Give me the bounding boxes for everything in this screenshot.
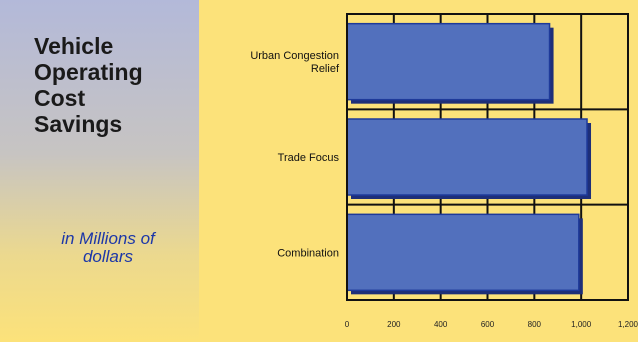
- bars: [346, 22, 592, 295]
- x-tick-label: 1,200: [618, 320, 638, 329]
- x-tick-label: 600: [481, 320, 495, 329]
- category-label: Combination: [277, 247, 339, 259]
- title-line: Operating: [34, 59, 143, 85]
- title-line: Vehicle: [34, 33, 114, 59]
- x-tick-label: 0: [345, 320, 350, 329]
- title-panel: Vehicle Operating Cost Savings in Millio…: [0, 0, 199, 342]
- x-tick-label: 800: [528, 320, 542, 329]
- title-line: Savings: [34, 111, 123, 137]
- x-tick-label: 400: [434, 320, 448, 329]
- bar: [346, 213, 580, 292]
- plot-frame: [346, 13, 629, 301]
- chart-subtitle: in Millions of dollars: [22, 230, 194, 266]
- bar: [346, 22, 551, 101]
- title-line: Cost: [34, 85, 86, 111]
- x-tick-label: 200: [387, 320, 401, 329]
- bar: [346, 118, 588, 196]
- subtitle-line: dollars: [82, 247, 134, 266]
- category-label: Trade Focus: [278, 152, 340, 164]
- x-tick-label: 1,000: [571, 320, 592, 329]
- x-tick-labels: 0 200 400 600 800 1,000 1,200: [345, 320, 638, 329]
- category-label: Urban Congestion: [250, 50, 339, 62]
- category-label: Relief: [311, 63, 340, 75]
- subtitle-line: in Millions of: [61, 229, 155, 248]
- chart-title: Vehicle Operating Cost Savings: [34, 33, 194, 137]
